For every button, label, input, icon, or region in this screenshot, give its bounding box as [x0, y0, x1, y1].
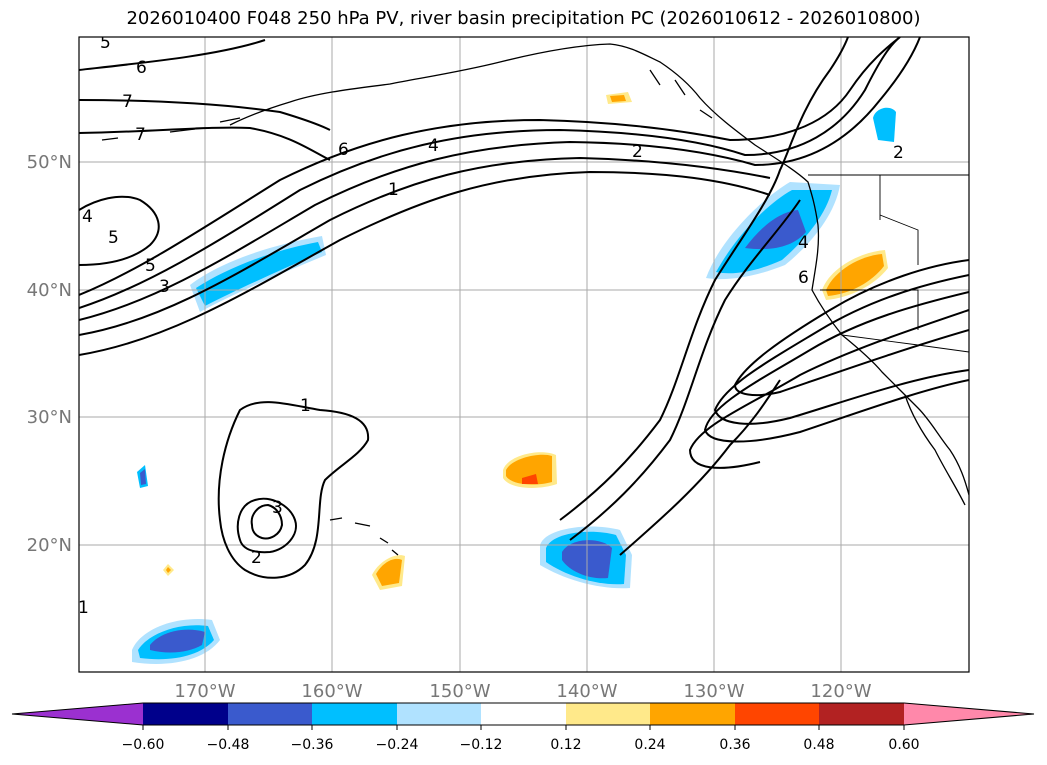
- longitude-labels: 170°W 160°W 150°W 140°W 130°W 120°W: [174, 681, 871, 702]
- colorbar-tick-label: 0.36: [719, 737, 750, 753]
- contour-label: 4: [798, 233, 809, 253]
- colorbar-segment: [397, 703, 481, 725]
- colorbar-tick-label: −0.36: [291, 737, 334, 753]
- map-panel: [79, 37, 969, 672]
- contour-label: 5: [108, 228, 119, 248]
- colorbar-segment: [735, 703, 819, 725]
- pv-contours: [79, 37, 969, 579]
- contour-label: 2: [632, 142, 643, 162]
- lon-label: 120°W: [810, 681, 871, 702]
- contour-label: 4: [82, 207, 93, 227]
- contour-label: 2: [893, 143, 904, 163]
- colorbar: −0.60 −0.48 −0.36 −0.24 −0.12 0.12 0.24 …: [11, 702, 1035, 753]
- contour-label: 4: [428, 136, 439, 156]
- contour-label: 7: [122, 92, 133, 112]
- colorbar-tick-label: 0.60: [888, 737, 919, 753]
- contour-label: 6: [798, 268, 809, 288]
- colorbar-segment: [650, 703, 735, 725]
- colorbar-extend-high: [904, 703, 1034, 725]
- lon-label: 150°W: [429, 681, 490, 702]
- colorbar-segment: [312, 703, 397, 725]
- latitude-labels: 50°N 40°N 30°N 20°N: [27, 152, 72, 556]
- contour-label: 3: [272, 498, 283, 518]
- contour-label: 5: [100, 33, 111, 53]
- lon-label: 160°W: [301, 681, 362, 702]
- gridlines: [79, 37, 969, 672]
- contour-labels: 5 6 7 7 6 4 2 1 5 5 3 4 1 3 2 4 6 2 1: [78, 33, 904, 618]
- colorbar-tick-label: 0.12: [550, 737, 581, 753]
- contour-label: 6: [338, 140, 349, 160]
- lat-label: 20°N: [27, 535, 72, 556]
- contour-label: 5: [145, 256, 156, 276]
- map-frame: [78, 36, 970, 673]
- contour-label: 2: [251, 548, 262, 568]
- colorbar-segment: [143, 703, 228, 725]
- map-title: 2026010400 F048 250 hPa PV, river basin …: [126, 8, 921, 29]
- colorbar-tick-label: 0.24: [634, 737, 665, 753]
- lon-label: 170°W: [174, 681, 235, 702]
- lat-label: 50°N: [27, 152, 72, 173]
- contour-label: 1: [388, 180, 399, 200]
- colorbar-segment: [819, 703, 904, 725]
- lat-label: 30°N: [27, 407, 72, 428]
- colorbar-tick-label: −0.12: [460, 737, 503, 753]
- colorbar-tick-label: 0.48: [803, 737, 834, 753]
- colorbar-segment: [228, 703, 312, 725]
- contour-label: 1: [78, 598, 89, 618]
- contour-label: 3: [159, 277, 170, 297]
- colorbar-segment: [481, 703, 566, 725]
- colorbar-tick-label: −0.60: [122, 737, 165, 753]
- colorbar-segment: [566, 703, 650, 725]
- negative-region-north: [873, 107, 896, 142]
- colorbar-tick-label: −0.48: [207, 737, 250, 753]
- colorbar-tick-label: −0.24: [376, 737, 419, 753]
- contour-label: 7: [135, 125, 146, 145]
- lon-label: 130°W: [683, 681, 744, 702]
- lat-label: 40°N: [27, 280, 72, 301]
- colorbar-extend-low: [12, 703, 143, 725]
- contour-label: 1: [300, 396, 311, 416]
- contour-label: 6: [136, 58, 147, 78]
- lon-label: 140°W: [556, 681, 617, 702]
